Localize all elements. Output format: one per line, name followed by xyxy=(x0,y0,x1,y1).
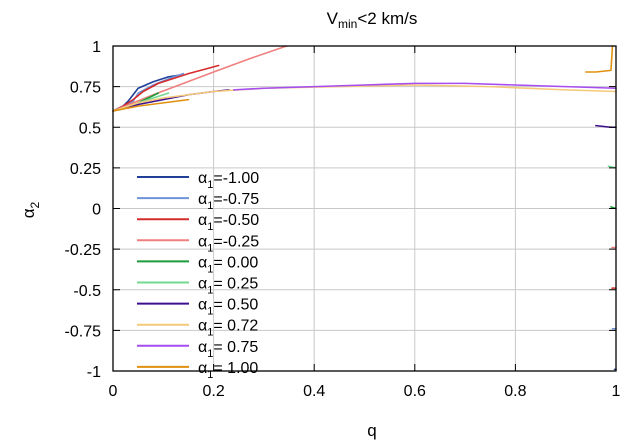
legend-label-symbol: α xyxy=(198,191,207,208)
legend-label-7: α1= 0.50 xyxy=(198,297,258,318)
legend-label-symbol: α xyxy=(198,360,207,377)
legend-label-subscript: 1 xyxy=(207,369,213,381)
legend-label-value: = 0.00 xyxy=(213,254,258,271)
chart-title-suffix: <2 km/s xyxy=(357,9,417,28)
legend-label-1: α1=-1.00 xyxy=(198,170,259,191)
legend-label-value: =-0.50 xyxy=(213,212,259,229)
series-line-9-segment-1 xyxy=(232,82,617,91)
legend-label-symbol: α xyxy=(198,318,207,335)
series-line-8-segment-1 xyxy=(112,84,617,112)
series-line-10-segment-2 xyxy=(585,45,614,73)
legend-label-subscript: 1 xyxy=(207,263,213,275)
x-tick-label: 0 xyxy=(109,383,118,400)
legend-label-subscript: 1 xyxy=(207,221,213,233)
series-line-4-segment-1 xyxy=(112,45,288,112)
legend-label-symbol: α xyxy=(198,254,207,271)
legend-label-2: α1=-0.75 xyxy=(198,191,259,212)
chart-title-subscript: min xyxy=(338,17,357,31)
y-tick-label: 0.5 xyxy=(79,120,101,137)
legend-label-4: α1=-0.25 xyxy=(198,233,259,254)
legend-label-subscript: 1 xyxy=(207,200,213,212)
y-axis-label-symbol: α xyxy=(19,208,38,218)
series-line-10-segment-1 xyxy=(112,98,190,112)
series-lines xyxy=(112,45,617,371)
y-tick-label: -0.75 xyxy=(65,323,102,340)
x-tick-label: 0.8 xyxy=(504,383,526,400)
legend-label-symbol: α xyxy=(198,297,207,314)
legend-label-symbol: α xyxy=(198,276,207,293)
legend-label-5: α1= 0.00 xyxy=(198,254,258,275)
y-tick-label: -1 xyxy=(87,364,101,381)
legend-label-subscript: 1 xyxy=(207,285,213,297)
legend-label-6: α1= 0.25 xyxy=(198,276,258,297)
legend-label-10: α1= 1.00 xyxy=(198,360,258,381)
legend-label-value: =-1.00 xyxy=(213,170,259,187)
x-tick-label: 0.2 xyxy=(202,383,224,400)
legend-label-3: α1=-0.50 xyxy=(198,212,259,233)
legend-label-subscript: 1 xyxy=(207,306,213,318)
legend-label-value: =-0.25 xyxy=(213,233,259,250)
legend-label-symbol: α xyxy=(198,233,207,250)
y-axis-label: α2 xyxy=(19,201,42,218)
y-axis-label-subscript: 2 xyxy=(28,201,42,208)
legend-label-subscript: 1 xyxy=(207,327,213,339)
legend-label-value: = 1.00 xyxy=(213,360,258,377)
y-tick-label: 0.25 xyxy=(70,161,101,178)
legend-label-9: α1= 0.75 xyxy=(198,339,258,360)
y-tick-label: 0.75 xyxy=(70,80,101,97)
legend-label-subscript: 1 xyxy=(207,242,213,254)
legend-label-value: =-0.75 xyxy=(213,191,259,208)
chart-title: Vmin<2 km/s xyxy=(327,9,418,31)
legend-label-symbol: α xyxy=(198,170,207,187)
x-tick-label: 0.6 xyxy=(404,383,426,400)
legend-label-8: α1= 0.72 xyxy=(198,318,258,339)
y-tick-label: 0 xyxy=(92,202,101,219)
x-axis-label: q xyxy=(367,421,376,440)
x-tick-label: 1 xyxy=(612,383,621,400)
legend-label-value: = 0.25 xyxy=(213,276,258,293)
x-tick-label: 0.4 xyxy=(303,383,325,400)
legend-label-value: = 0.72 xyxy=(213,318,258,335)
chart-title-prefix: V xyxy=(327,9,339,28)
legend-label-subscript: 1 xyxy=(207,179,213,191)
y-tick-label: -0.25 xyxy=(65,242,102,259)
legend-label-subscript: 1 xyxy=(207,348,213,360)
y-tick-label: -0.5 xyxy=(73,283,101,300)
y-tick-label: 1 xyxy=(92,39,101,56)
legend-label-symbol: α xyxy=(198,339,207,356)
legend-label-value: = 0.50 xyxy=(213,297,258,314)
axes: 0 0.2 0.4 0.6 0.8 1 1 0.75 0.5 0.25 0 -0.25 -0.5 -0.7… xyxy=(65,39,621,400)
legend-label-value: = 0.75 xyxy=(213,339,258,356)
legend-label-symbol: α xyxy=(198,212,207,229)
